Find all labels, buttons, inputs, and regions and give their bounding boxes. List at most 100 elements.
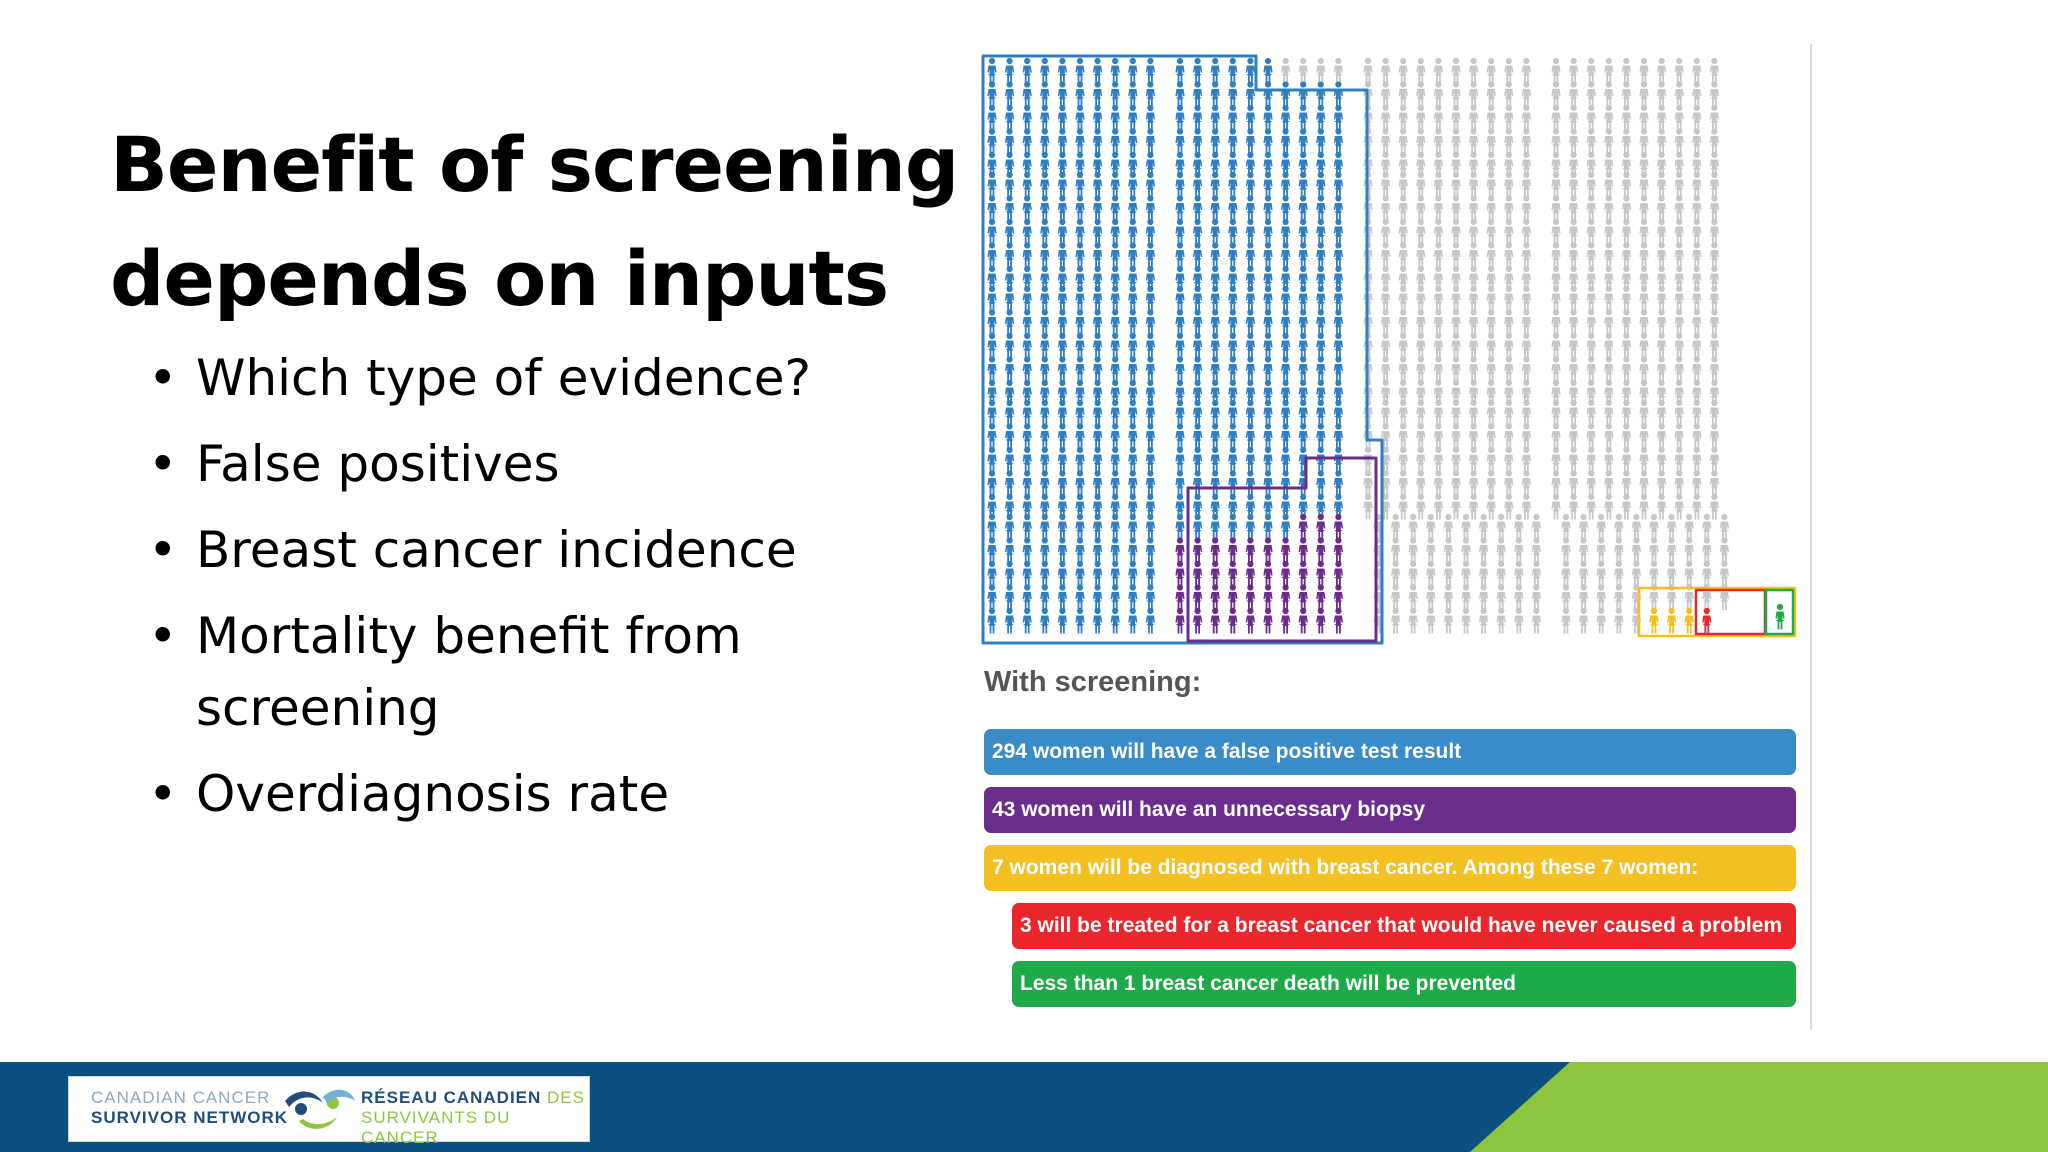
woman-icon [1604,81,1614,107]
woman-icon [1692,128,1702,154]
woman-icon [1451,104,1461,131]
woman-icon [1657,446,1667,473]
woman-icon [1416,423,1426,449]
bullet-list: • Which type of evidence? • False positive… [148,342,928,844]
woman-icon [1496,513,1506,540]
divider-line [1810,44,1812,1030]
woman-icon [1333,332,1343,359]
woman-icon [1281,584,1291,610]
woman-icon [1040,356,1050,382]
death-prevented-bar: Less than 1 breast cancer death will be … [1012,961,1796,1007]
woman-icon [987,399,997,426]
woman-icon [987,513,997,540]
woman-icon [1263,446,1273,473]
woman-icon [1657,309,1667,335]
woman-icon [1674,57,1684,84]
woman-icon [1631,513,1641,540]
woman-icon [1667,560,1677,587]
woman-icon [1451,195,1461,221]
woman-icon [1551,446,1561,473]
woman-icon [1614,537,1624,563]
woman-icon [987,57,997,84]
woman-icon [1631,560,1641,587]
woman-icon [1245,104,1255,131]
bullet-item: • Mortality benefit from screening [148,600,928,744]
woman-icon [1621,285,1631,312]
woman-icon [1005,195,1015,221]
woman-icon [1569,128,1579,154]
woman-icon [1245,513,1255,540]
woman-icon [1210,57,1220,84]
woman-icon [1504,128,1514,154]
woman-icon [1674,423,1684,449]
woman-icon [1504,356,1514,382]
woman-icon [1433,195,1443,221]
woman-icon [1022,128,1032,154]
woman-icon [1381,171,1391,198]
woman-icon [987,104,997,131]
woman-icon [1604,332,1614,359]
biopsy-outline [1186,456,1378,643]
woman-icon [1175,399,1185,426]
bullet-text-continuation: screening [196,679,440,737]
woman-icon [1175,584,1185,610]
woman-icon [1639,423,1649,449]
woman-icon [1614,607,1624,634]
false-positive-bar: 294 women will have a false positive tes… [984,729,1796,775]
woman-icon [1093,607,1103,634]
woman-icon [1281,332,1291,359]
woman-icon [1586,81,1596,107]
woman-icon [1263,607,1273,634]
logo-french-line-2: SURVIVANTS DU CANCER [361,1108,511,1147]
logo-french-light: DES [547,1088,585,1107]
woman-icon [987,470,997,496]
logo-french-line-1: RÉSEAU CANADIEN DES [361,1088,589,1108]
woman-icon [1391,584,1401,610]
woman-icon [1333,81,1343,107]
woman-icon [1110,128,1120,154]
woman-icon [1040,171,1050,198]
woman-icon [1193,537,1203,563]
woman-icon [1263,128,1273,154]
woman-icon [1604,446,1614,473]
woman-icon [1210,171,1220,198]
woman-icon [1569,470,1579,496]
woman-icon [1145,560,1155,587]
woman-icon [1426,607,1436,634]
woman-icon [1514,584,1524,610]
woman-icon [1075,423,1085,449]
woman-icon [1057,218,1067,245]
woman-icon [1398,309,1408,335]
woman-icon [1040,423,1050,449]
woman-icon [1586,399,1596,426]
woman-icon [1363,446,1373,473]
woman-icon [1391,607,1401,634]
woman-icon [1443,560,1453,587]
woman-icon [1298,584,1308,610]
woman-icon [1667,537,1677,563]
woman-icon [1022,356,1032,382]
woman-icon [1175,104,1185,131]
woman-icon [1316,81,1326,107]
woman-icon [1504,493,1514,520]
woman-icon [1709,332,1719,359]
woman-icon [1381,332,1391,359]
woman-icon [1451,446,1461,473]
woman-icon [1416,493,1426,520]
woman-icon [1461,560,1471,587]
woman-icon [1433,242,1443,268]
woman-icon [987,560,997,587]
woman-icon [1381,356,1391,382]
woman-icon [1210,242,1220,268]
woman-icon [1210,560,1220,587]
woman-icon [987,218,997,245]
woman-icon [1586,470,1596,496]
woman-icon [1504,285,1514,312]
woman-icon [1451,493,1461,520]
woman-icon [1426,560,1436,587]
woman-icon [1604,171,1614,198]
woman-icon [1022,470,1032,496]
woman-icon [1657,423,1667,449]
woman-icon [1333,446,1343,473]
woman-icon [1709,57,1719,84]
